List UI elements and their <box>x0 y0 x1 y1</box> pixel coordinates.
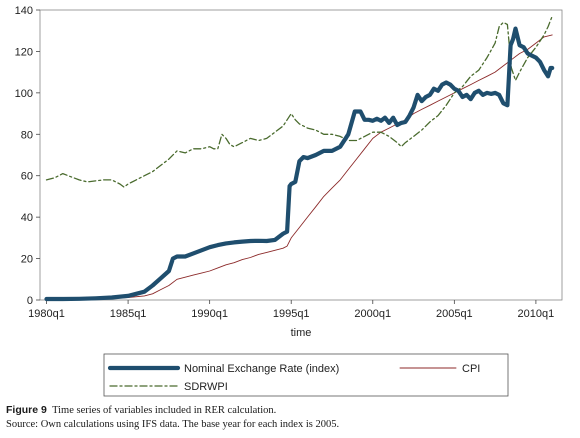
x-tick-label: 2010q1 <box>518 308 555 320</box>
y-tick-label: 40 <box>21 212 33 224</box>
series-layer <box>44 15 555 302</box>
y-tick-label: 20 <box>21 254 33 266</box>
legend-label: SDRWPI <box>184 381 228 393</box>
figure-caption: Figure 9 Time series of variables includ… <box>6 404 276 416</box>
legend: Nominal Exchange Rate (index) CPI SDRWPI <box>103 353 509 397</box>
x-tick-label: 1980q1 <box>28 308 65 320</box>
y-tick-label: 100 <box>15 88 33 100</box>
legend-box <box>103 353 509 397</box>
x-tick-label: 1990q1 <box>191 308 228 320</box>
x-tick-label: 1995q1 <box>273 308 310 320</box>
y-tick-label: 120 <box>15 46 33 58</box>
figure-label: Figure 9 <box>6 404 47 416</box>
axes: 0 20 40 60 80 100 120 140 1980q1 1985q1 1990q1 1995… <box>15 5 563 339</box>
figure-source: Source: Own calculations using IFS data.… <box>6 419 339 430</box>
legend-label: Nominal Exchange Rate (index) <box>184 363 339 375</box>
y-tick-label: 140 <box>15 5 33 17</box>
x-tick-label: 2000q1 <box>354 308 391 320</box>
x-tick-label: 2005q1 <box>436 308 473 320</box>
x-tick-label: 1985q1 <box>110 308 147 320</box>
y-tick-label: 80 <box>21 129 33 141</box>
y-tick-label: 0 <box>27 295 33 307</box>
series-line-cpi <box>46 34 553 301</box>
y-tick-label: 60 <box>21 171 33 183</box>
series-line-nominal-exchange-rate-index <box>44 26 555 302</box>
plot-frame <box>39 9 563 301</box>
series-line-sdrwpi <box>45 15 553 188</box>
source-text: Source: Own calculations using IFS data.… <box>6 419 340 430</box>
figure-title: Time series of variables included in RER… <box>52 405 277 416</box>
x-axis-title: time <box>291 327 312 339</box>
legend-label: CPI <box>462 363 480 375</box>
